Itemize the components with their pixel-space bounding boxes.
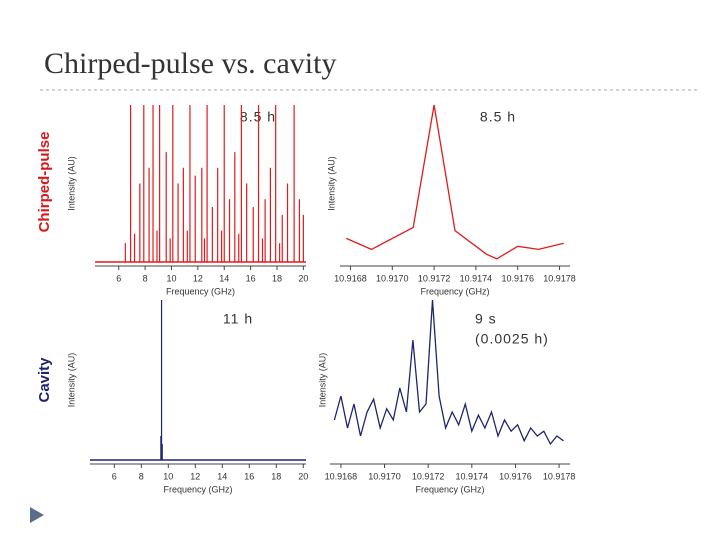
row-label: Cavity (36, 357, 53, 403)
x-axis-title: Frequency (GHz) (163, 484, 232, 494)
x-tick-label: 8 (139, 471, 144, 481)
x-tick-label: 18 (271, 471, 281, 481)
annotation: 11 h (223, 311, 253, 327)
x-tick-label: 8 (143, 273, 148, 283)
x-tick-label: 14 (219, 273, 229, 283)
x-tick-label: 10.9168 (334, 273, 367, 283)
x-tick-label: 10.9178 (543, 471, 576, 481)
x-tick-label: 12 (190, 471, 200, 481)
x-tick-label: 10.9176 (499, 471, 532, 481)
x-tick-label: 10 (163, 471, 173, 481)
x-tick-label: 10 (166, 273, 176, 283)
x-tick-label: 18 (272, 273, 282, 283)
row-label: Chirped-pulse (36, 132, 53, 233)
x-tick-label: 20 (298, 471, 308, 481)
x-tick-label: 10.9176 (501, 273, 534, 283)
x-tick-label: 10.9170 (368, 471, 401, 481)
annotation: 8.5 h (480, 109, 516, 125)
x-tick-label: 10.9172 (418, 273, 451, 283)
x-axis-title: Frequency (GHz) (420, 286, 489, 296)
annotation: 8.5 h (240, 109, 276, 125)
y-axis-title: Intensity (AU) (326, 156, 336, 211)
x-tick-label: 16 (244, 471, 254, 481)
x-axis-title: Frequency (GHz) (166, 286, 235, 296)
y-axis-title: Intensity (AU) (66, 353, 76, 408)
bullet-icon (30, 507, 44, 523)
x-tick-label: 20 (298, 273, 308, 283)
x-tick-label: 12 (193, 273, 203, 283)
x-tick-label: 10.9168 (325, 471, 358, 481)
x-tick-label: 6 (116, 273, 121, 283)
slide-title: Chirped-pulse vs. cavity (44, 47, 336, 80)
x-axis-title: Frequency (GHz) (415, 484, 484, 494)
spectrum-line (333, 299, 564, 446)
annotation: 9 s (475, 311, 497, 327)
x-tick-label: 14 (217, 471, 227, 481)
x-tick-label: 10.9174 (460, 273, 493, 283)
y-axis-title: Intensity (AU) (66, 156, 76, 211)
spectrum-line (346, 104, 564, 260)
x-tick-label: 10.9178 (543, 273, 576, 283)
annotation: (0.0025 h) (475, 331, 549, 347)
x-tick-label: 10.9170 (376, 273, 409, 283)
x-tick-label: 10.9174 (456, 471, 489, 481)
x-tick-label: 6 (112, 471, 117, 481)
y-axis-title: Intensity (AU) (317, 353, 327, 408)
x-tick-label: 16 (246, 273, 256, 283)
x-tick-label: 10.9172 (412, 471, 445, 481)
